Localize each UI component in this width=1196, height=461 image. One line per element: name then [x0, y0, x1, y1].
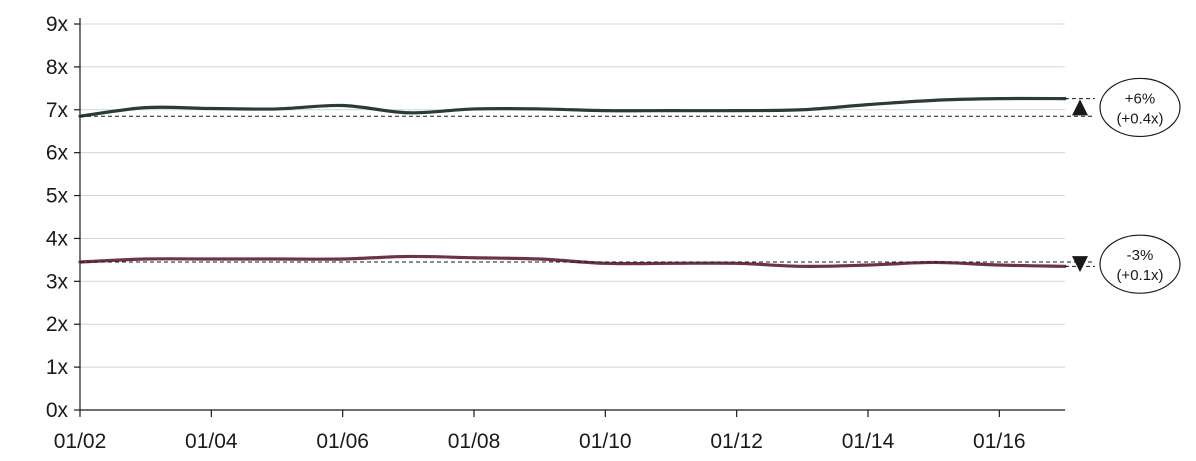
- x-tick-label: 01/12: [710, 430, 763, 453]
- annotation-abs-label: (+0.1x): [1116, 267, 1163, 284]
- y-tick-label: 7x: [46, 99, 69, 122]
- x-tick-label: 01/10: [579, 430, 632, 453]
- y-tick-label: 9x: [46, 13, 69, 36]
- annotation-callout: [1099, 77, 1181, 138]
- change-annotations: +6% (+0.4x) -3% (+0.1x): [80, 77, 1181, 294]
- series-line-0: [78, 96, 1067, 118]
- annotation-pct-label: +6%: [1125, 90, 1155, 107]
- x-axis-ticks: 01/02 01/04 01/06 01/08 01/10 01/12 01/14 01/16: [54, 410, 1026, 453]
- axes: [79, 18, 1065, 411]
- annotation-abs-label: (+0.4x): [1116, 110, 1163, 127]
- y-tick-label: 6x: [46, 142, 69, 165]
- annotation-pct-label: -3%: [1127, 247, 1154, 264]
- y-tick-label: 3x: [46, 270, 69, 293]
- x-tick-label: 01/04: [185, 430, 238, 453]
- x-tick-label: 01/16: [973, 430, 1026, 453]
- gridlines: [80, 23, 1065, 368]
- y-tick-label: 0x: [46, 399, 69, 422]
- y-tick-label: 4x: [46, 227, 69, 250]
- triangle-down-icon: [1072, 256, 1088, 273]
- series-line-1: [78, 254, 1067, 268]
- y-tick-label: 8x: [46, 56, 69, 79]
- x-tick-label: 01/06: [316, 430, 369, 453]
- y-tick-label: 1x: [46, 356, 69, 379]
- x-tick-label: 01/02: [54, 430, 107, 453]
- series-lines: [78, 96, 1067, 268]
- y-tick-label: 5x: [46, 185, 69, 208]
- y-tick-label: 2x: [46, 313, 69, 336]
- triangle-up-icon: [1072, 99, 1088, 116]
- x-tick-label: 01/14: [842, 430, 895, 453]
- annotation-callout: [1099, 234, 1181, 294]
- y-axis-ticks: 0x 1x 2x 3x 4x 5x 6x 7x 8x 9x: [46, 13, 80, 422]
- x-tick-label: 01/08: [448, 430, 501, 453]
